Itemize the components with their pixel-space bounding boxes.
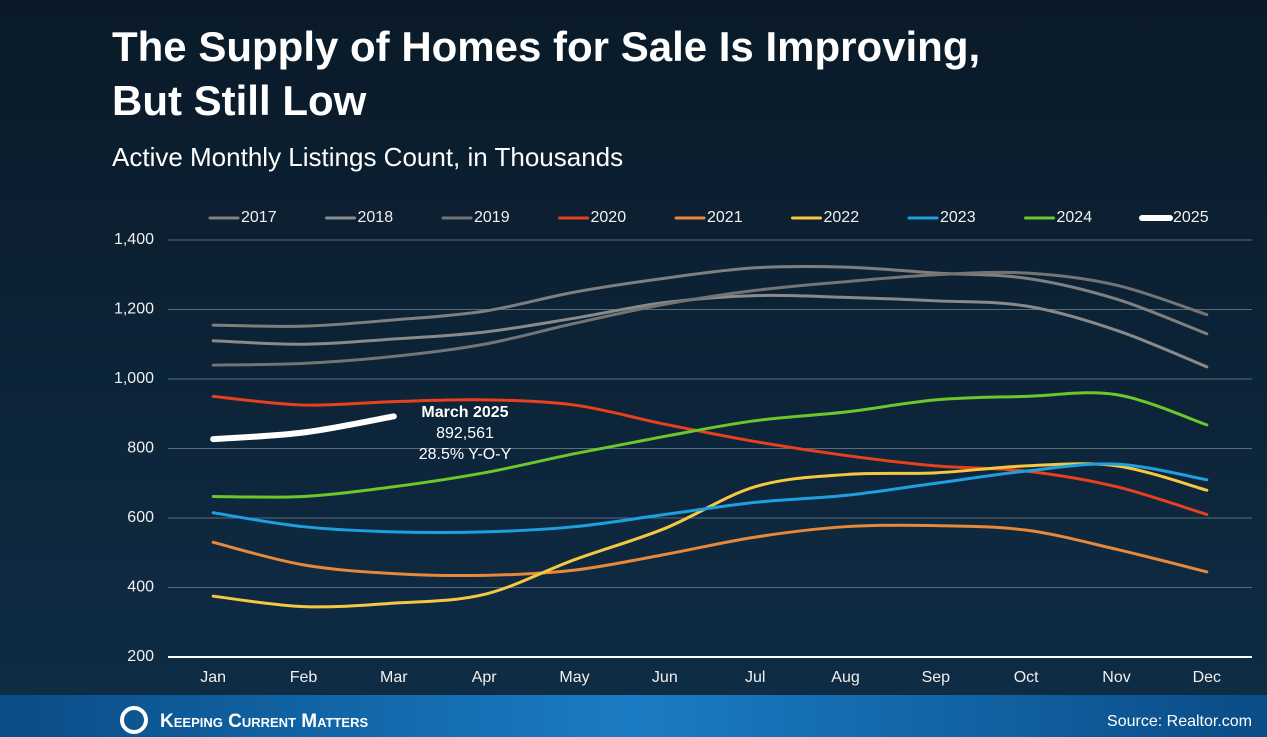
series-line	[211, 394, 1209, 517]
source: Source: Realtor.com	[1107, 713, 1252, 730]
x-tick-label: Jun	[652, 669, 678, 686]
y-tick-label: 1,400	[114, 231, 154, 248]
annotation-title: March 2025	[421, 404, 508, 421]
y-tick-label: 400	[127, 579, 154, 596]
series-line	[211, 264, 1209, 336]
legend-label: 2022	[824, 209, 860, 226]
series-line	[211, 523, 1209, 578]
y-tick-label: 600	[127, 509, 154, 526]
logo-icon	[120, 706, 148, 734]
y-tick-label: 800	[127, 440, 154, 457]
chart-title: The Supply of Homes for Sale Is Improvin…	[112, 23, 980, 70]
x-tick-label: Jul	[745, 669, 765, 686]
x-tick-label: Apr	[472, 669, 498, 686]
legend-label: 2025	[1173, 209, 1209, 226]
legend-label: 2019	[474, 209, 510, 226]
x-tick-label: Dec	[1193, 669, 1221, 686]
series-line	[211, 462, 1209, 609]
series-line	[211, 391, 1209, 499]
legend-label: 2020	[591, 209, 627, 226]
y-tick-label: 1,200	[114, 301, 154, 318]
legend-label: 2023	[940, 209, 976, 226]
series-line	[211, 462, 1209, 535]
chart-title: But Still Low	[112, 77, 367, 124]
legend-label: 2017	[241, 209, 277, 226]
legend-label: 2024	[1057, 209, 1093, 226]
x-tick-label: Oct	[1014, 669, 1039, 686]
series-line	[210, 413, 397, 443]
annotation-value: 892,561	[436, 425, 494, 442]
series-line	[211, 270, 1209, 367]
x-tick-label: May	[559, 669, 589, 686]
annotation-change: 28.5% Y-O-Y	[419, 446, 512, 463]
y-tick-label: 200	[127, 648, 154, 665]
x-tick-label: Feb	[290, 669, 318, 686]
x-tick-label: Mar	[380, 669, 408, 686]
logo-text: Keeping Current Matters	[160, 711, 368, 732]
legend-label: 2018	[358, 209, 394, 226]
chart-subtitle: Active Monthly Listings Count, in Thousa…	[112, 142, 623, 172]
x-tick-label: Jan	[200, 669, 226, 686]
x-tick-label: Nov	[1102, 669, 1130, 686]
y-tick-label: 1,000	[114, 370, 154, 387]
footer-bar	[0, 695, 1267, 737]
legend-label: 2021	[707, 209, 743, 226]
x-tick-label: Aug	[831, 669, 859, 686]
x-tick-label: Sep	[922, 669, 951, 686]
